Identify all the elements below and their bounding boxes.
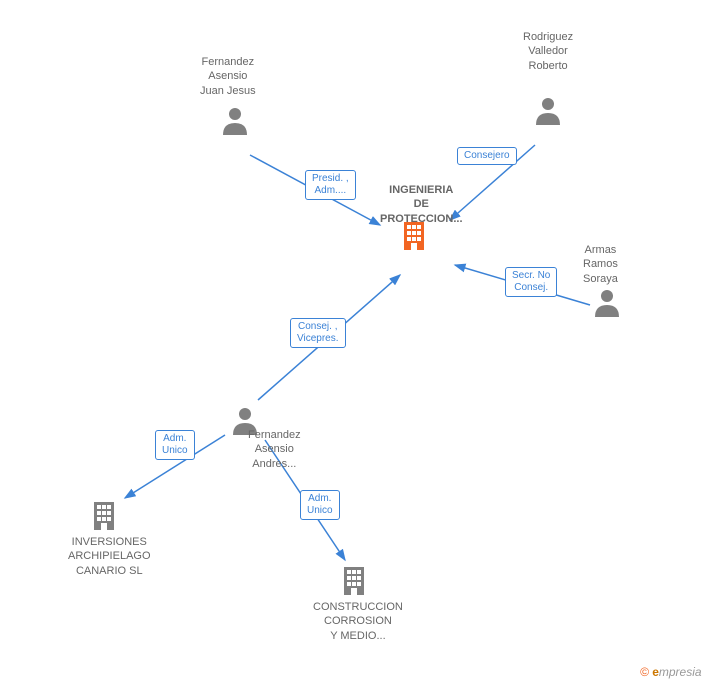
watermark: © empresia (640, 665, 702, 679)
person-icon-fernandez_juan[interactable] (221, 105, 249, 140)
node-label-rodriguez: Rodriguez Valledor Roberto (523, 30, 573, 73)
edge-label-armas-ingenieria: Secr. No Consej. (505, 267, 557, 297)
building-icon-inversiones[interactable] (91, 500, 117, 535)
node-label-inversiones: INVERSIONES ARCHIPIELAGO CANARIO SL (68, 535, 151, 578)
edge-label-fernandez_andres-inversiones: Adm. Unico (155, 430, 195, 460)
edge-label-fernandez_juan-ingenieria: Presid. , Adm.... (305, 170, 356, 200)
diagram-canvas: Presid. , Adm.... Consejero Secr. No Conse… (0, 0, 728, 685)
person-icon-rodriguez[interactable] (534, 95, 562, 130)
edge-label-rodriguez-ingenieria: Consejero (457, 147, 517, 165)
edge-label-fernandez_andres-construccion: Adm. Unico (300, 490, 340, 520)
edge-label-fernandez_andres-ingenieria: Consej. , Vicepres. (290, 318, 346, 348)
node-label-armas: Armas Ramos Soraya (583, 243, 618, 286)
building-icon-construccion[interactable] (341, 565, 367, 600)
node-label-fernandez_andres: Fernandez Asensio Andres... (248, 428, 301, 471)
node-label-fernandez_juan: Fernandez Asensio Juan Jesus (200, 55, 256, 98)
node-label-construccion: CONSTRUCCION CORROSION Y MEDIO... (313, 600, 403, 643)
person-icon-armas[interactable] (593, 287, 621, 322)
node-label-ingenieria: INGENIERIA DE PROTECCION... (380, 183, 463, 226)
